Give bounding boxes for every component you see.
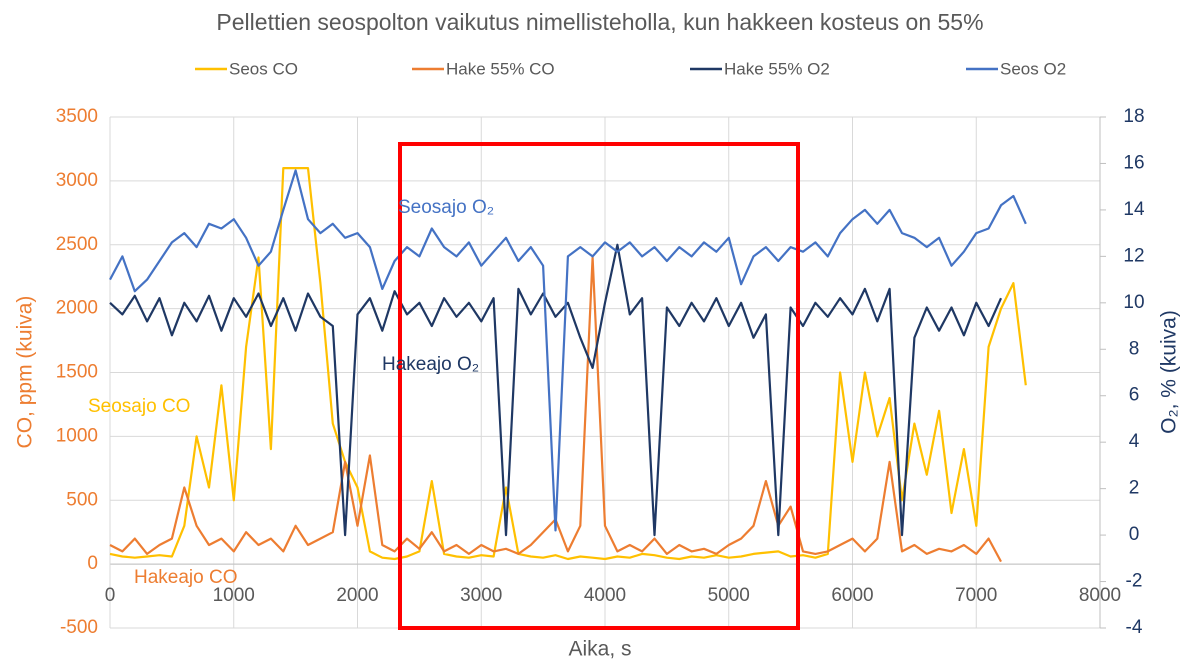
x-tick-label: 8000: [1079, 585, 1121, 606]
highlight-box: [398, 142, 800, 630]
legend-item: Seos O2: [966, 59, 1066, 78]
legend-label: Seos O2: [1000, 59, 1066, 78]
x-tick-label: 7000: [955, 585, 997, 606]
y-tick-label: 0: [87, 553, 98, 574]
plot-lines: [109, 167, 1027, 563]
x-tick-label: 2000: [336, 585, 378, 606]
y-axis-title: CO, ppm (kuiva): [14, 296, 37, 449]
y2-tick-label: 6: [1129, 385, 1140, 406]
series-line: [109, 167, 1027, 561]
x-tick-label: 5000: [708, 585, 750, 606]
grid: [109, 116, 1106, 629]
y-tick-label: 2500: [56, 234, 98, 255]
annotation: Seosajo CO: [88, 396, 190, 417]
legend-label: Hake 55% CO: [446, 59, 555, 78]
y2-tick-label: 18: [1123, 106, 1144, 127]
annotation: Seosajo O₂: [398, 197, 494, 218]
y2-tick-label: 16: [1123, 152, 1144, 173]
y-tick-label: 2000: [56, 298, 98, 319]
y2-tick-label: 2: [1129, 478, 1140, 499]
y2-tick-label: -4: [1126, 617, 1143, 638]
y2-tick-label: 0: [1129, 524, 1140, 545]
y-tick-label: 3500: [56, 106, 98, 127]
y2-tick-label: 12: [1123, 245, 1144, 266]
chart-title: Pellettien seospolton vaikutus nimellist…: [216, 9, 983, 35]
x-tick-label: 4000: [584, 585, 626, 606]
y-tick-label: 500: [66, 489, 98, 510]
legend-label: Seos CO: [229, 59, 298, 78]
y2-axis-title: O₂, % (kuiva): [1158, 310, 1181, 434]
series-line: [109, 243, 1003, 537]
x-tick-label: 0: [105, 585, 116, 606]
x-axis-title: Aika, s: [568, 638, 631, 661]
y2-tick-label: 4: [1129, 431, 1140, 452]
legend-label: Hake 55% O2: [724, 59, 830, 78]
y2-tick-label: 14: [1123, 199, 1145, 220]
legend-item: Hake 55% O2: [690, 59, 830, 78]
annotation: Hakeajo O₂: [382, 354, 479, 375]
y-tick-label: 1500: [56, 362, 98, 383]
y-tick-label: -500: [60, 617, 98, 638]
y-tick-label: 3000: [56, 170, 98, 191]
annotation: Hakeajo CO: [134, 567, 238, 588]
y2-tick-label: 10: [1123, 292, 1144, 313]
x-tick-label: 3000: [460, 585, 502, 606]
series-line: [109, 169, 1027, 532]
y-tick-label: 1000: [56, 425, 98, 446]
legend-item: Hake 55% CO: [412, 59, 555, 78]
legend-item: Seos CO: [195, 59, 298, 78]
y2-tick-label: 8: [1129, 338, 1140, 359]
y2-tick-label: -2: [1126, 571, 1143, 592]
x-tick-label: 6000: [831, 585, 873, 606]
x-tick-label: 1000: [213, 585, 255, 606]
